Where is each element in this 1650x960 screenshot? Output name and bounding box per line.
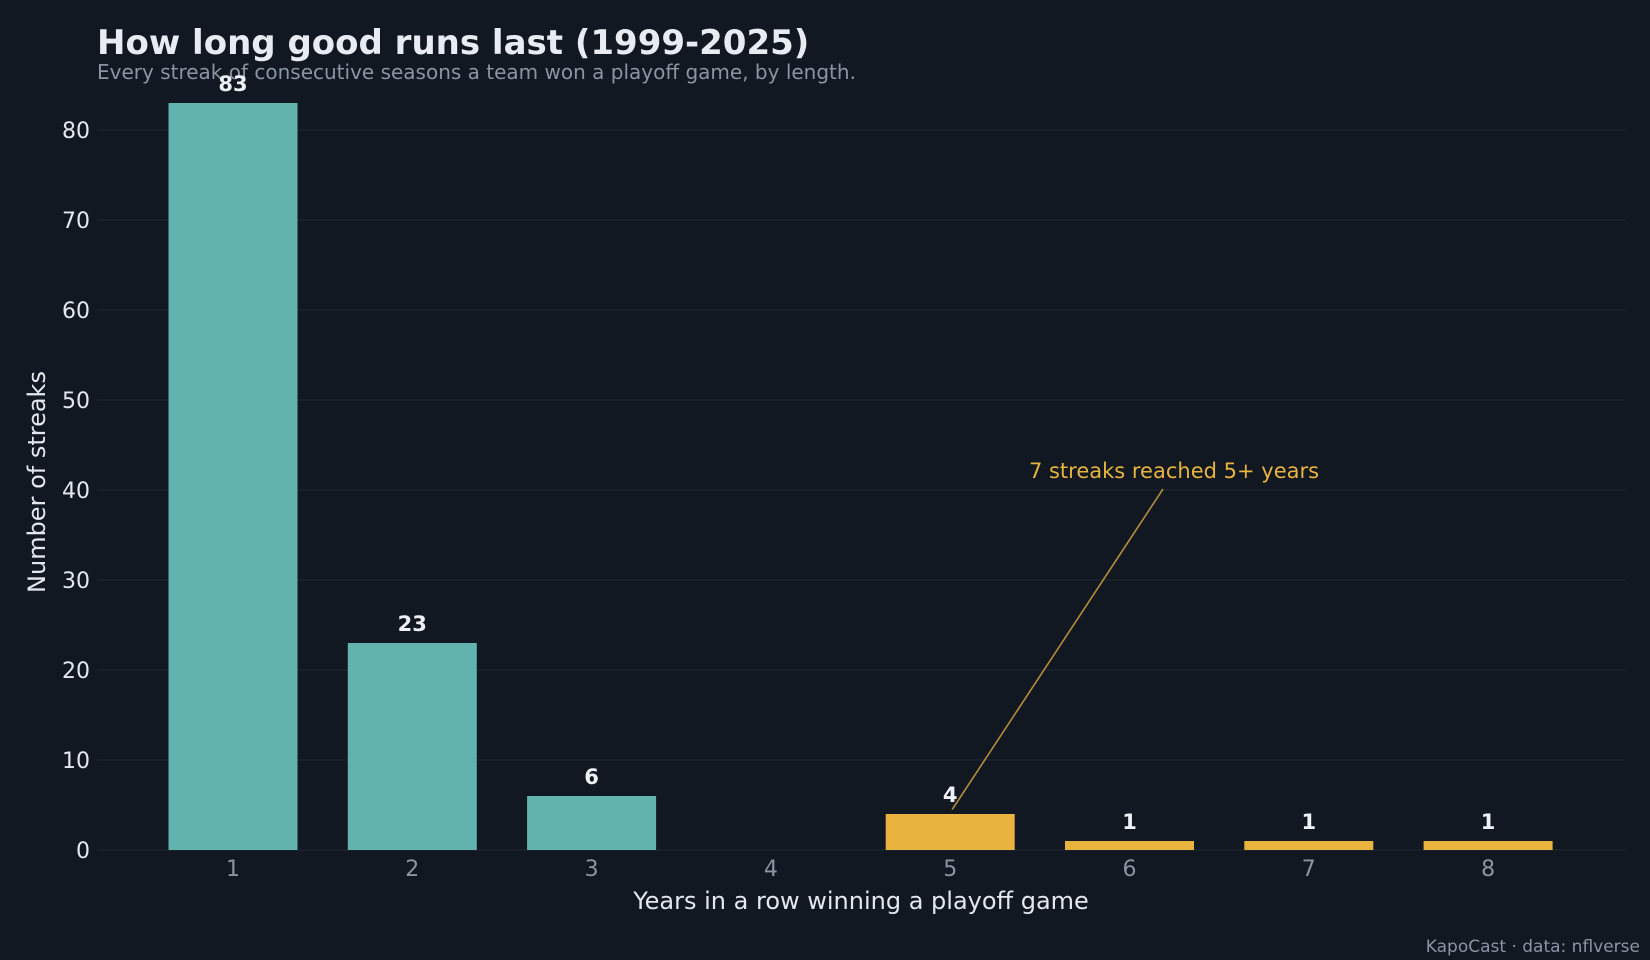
data-label-3: 6 [584,765,599,789]
y-axis-ticks: 0 10 20 30 40 50 60 70 80 [62,119,90,864]
data-labels: 83 23 6 4 1 1 1 [218,72,1495,834]
x-tick-label-2: 2 [405,857,419,882]
y-tick-label-0: 0 [76,839,90,864]
x-tick-label-1: 1 [226,857,240,882]
data-label-8: 1 [1481,810,1496,834]
bar-5 [885,814,1015,850]
y-axis-label: Number of streaks [23,371,51,593]
chart-subtitle: Every streak of consecutive seasons a te… [97,60,856,84]
data-label-6: 1 [1122,810,1137,834]
x-tick-label-8: 8 [1481,857,1495,882]
x-tick-label-5: 5 [943,857,957,882]
x-tick-label-4: 4 [764,857,778,882]
y-tick-label-60: 60 [62,299,90,324]
y-tick-label-50: 50 [62,389,90,414]
bar-2 [347,643,477,850]
bars [168,103,1553,850]
y-tick-label-70: 70 [62,209,90,234]
x-axis-label: Years in a row winning a playoff game [632,887,1089,915]
y-tick-label-40: 40 [62,479,90,504]
y-tick-label-10: 10 [62,749,90,774]
data-label-2: 23 [398,612,427,636]
annotation-leader-line [951,488,1164,810]
y-tick-label-20: 20 [62,659,90,684]
x-axis-ticks: 1 2 3 4 5 6 7 8 [226,857,1495,882]
bar-6 [1065,841,1194,850]
data-label-7: 1 [1301,810,1316,834]
x-tick-label-3: 3 [585,857,599,882]
x-tick-label-7: 7 [1302,857,1316,882]
grid-lines [97,129,1625,851]
data-label-5: 4 [943,783,958,807]
annotation-text: 7 streaks reached 5+ years [1029,459,1319,483]
bar-7 [1244,841,1374,850]
bar-1 [168,103,298,850]
y-tick-label-80: 80 [62,119,90,144]
x-tick-label-6: 6 [1123,857,1137,882]
bar-8 [1423,841,1553,850]
data-label-1: 83 [218,72,247,96]
credit-text: KapoCast · data: nflverse [1426,937,1640,957]
bar-3 [527,796,657,850]
chart-title: How long good runs last (1999-2025) [97,23,809,63]
y-tick-label-30: 30 [62,569,90,594]
